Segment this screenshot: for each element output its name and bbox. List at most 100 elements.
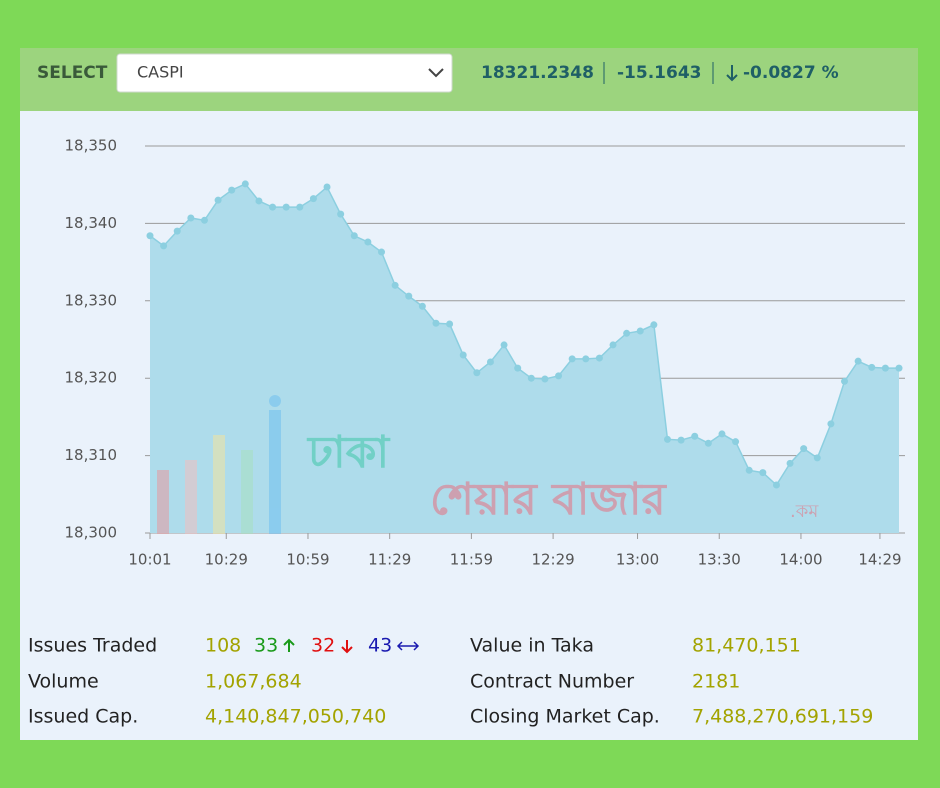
point	[228, 186, 236, 194]
point	[173, 227, 181, 235]
x-tick-label: 12:29	[531, 551, 574, 569]
watermark-text: .কম	[790, 501, 819, 522]
point	[718, 430, 726, 438]
point	[296, 203, 304, 211]
issues-down: 32	[311, 635, 335, 657]
area-fill	[150, 183, 899, 533]
point	[500, 341, 508, 349]
select-label: SELECT	[37, 63, 108, 83]
issues-unchanged: 43	[368, 635, 392, 657]
point	[200, 216, 208, 224]
stat-label: Closing Market Cap.	[470, 706, 660, 728]
y-tick-label: 18,300	[65, 524, 118, 542]
point	[309, 195, 317, 203]
x-tick-label: 10:29	[205, 551, 248, 569]
watermark: ঢাকা শেয়ার বাজার .কম	[157, 395, 819, 534]
stats: Issues Traded 108 33 32 43 Volume 1,067,…	[28, 635, 873, 728]
point	[514, 364, 522, 372]
point	[446, 320, 454, 328]
y-tick-label: 18,340	[65, 214, 118, 232]
point	[486, 358, 494, 366]
y-tick-label: 18,330	[65, 291, 118, 309]
point	[282, 203, 290, 211]
y-tick-label: 18,320	[65, 369, 118, 387]
point	[636, 327, 644, 335]
flat-arrow	[396, 641, 420, 651]
dropdown[interactable]: CASPI	[116, 53, 453, 93]
logo-dot	[269, 395, 281, 407]
x-tick-label: 11:29	[368, 551, 411, 569]
point	[255, 197, 263, 205]
point	[323, 183, 331, 191]
point	[432, 319, 440, 327]
point	[813, 454, 821, 462]
point	[827, 420, 835, 428]
x-tick-label: 10:01	[128, 551, 171, 569]
point	[337, 210, 345, 218]
point	[595, 354, 603, 362]
y-tick-label: 18,310	[65, 446, 118, 464]
point	[241, 180, 249, 188]
point	[772, 481, 780, 489]
point	[473, 369, 481, 377]
logo-bar	[269, 410, 281, 534]
point	[146, 232, 154, 240]
stat-label: Issued Cap.	[28, 706, 138, 728]
point	[364, 238, 372, 246]
plot: 18,300 18,310 18,320 18,330 18,340 18,350 10:0…	[65, 137, 905, 569]
stat-value: 4,140,847,050,740	[205, 706, 386, 728]
x-tick-label: 13:00	[616, 551, 659, 569]
change: -15.1643	[617, 63, 702, 83]
point	[459, 351, 467, 359]
point	[841, 377, 849, 385]
dropdown-value[interactable]: CASPI	[137, 63, 184, 82]
point	[895, 364, 903, 372]
point	[759, 469, 767, 477]
change-percent: -0.0827 %	[743, 63, 839, 83]
point	[391, 281, 399, 289]
point	[160, 242, 168, 250]
point	[800, 445, 808, 453]
x-tick-label: 10:59	[286, 551, 329, 569]
stat-value: 81,470,151	[692, 635, 801, 657]
point	[214, 196, 222, 204]
logo-bar	[241, 450, 253, 534]
x-tick-label: 14:29	[858, 551, 901, 569]
point	[868, 363, 876, 371]
dropdown-box[interactable]	[116, 53, 453, 93]
x-tick-label: 14:00	[779, 551, 822, 569]
x-tick-label: 13:30	[698, 551, 741, 569]
y-tick-label: 18,350	[65, 137, 118, 155]
point	[378, 248, 386, 256]
point	[745, 466, 753, 474]
issues-up: 33	[254, 635, 278, 657]
point	[623, 329, 631, 337]
point	[881, 364, 889, 372]
point	[350, 232, 358, 240]
point	[541, 375, 549, 383]
point	[187, 214, 195, 222]
point	[786, 459, 794, 467]
down-arrow	[726, 65, 738, 82]
x-tick-label: 11:59	[450, 551, 493, 569]
stat-label: Issues Traded	[28, 635, 157, 657]
point	[704, 439, 712, 447]
point	[732, 438, 740, 446]
stat-value: 2181	[692, 671, 740, 693]
point	[691, 432, 699, 440]
point	[418, 302, 426, 310]
point	[677, 436, 685, 444]
logo-bar	[213, 435, 225, 534]
dropdown-caret[interactable]	[428, 68, 444, 78]
point	[568, 355, 576, 363]
point	[405, 292, 413, 300]
logo-bar	[185, 460, 197, 534]
point	[527, 374, 535, 382]
point	[650, 321, 658, 329]
up-arrow	[283, 638, 295, 652]
stat-value: 108	[205, 635, 241, 657]
price: 18321.2348	[481, 63, 594, 83]
logo-bar	[157, 470, 169, 534]
stat-value: 1,067,684	[205, 671, 302, 693]
